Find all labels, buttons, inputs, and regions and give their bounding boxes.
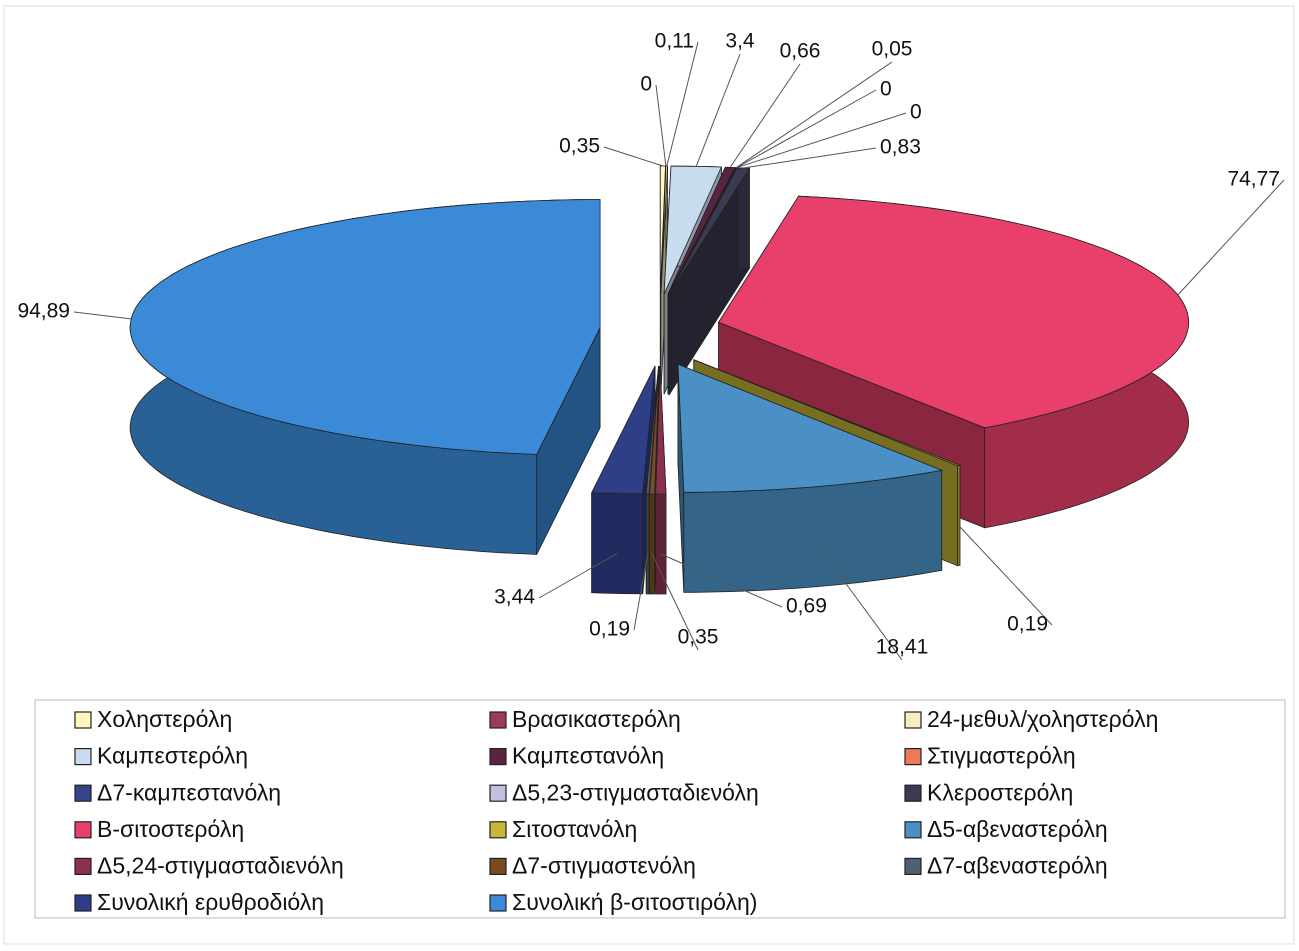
leader-line [538, 553, 618, 599]
legend-label: Δ5,23-στιγμασταδιενόλη [512, 779, 759, 805]
legend-label: Χοληστερόλη [97, 706, 232, 732]
slice-tops [129, 165, 1190, 495]
data-label: 0,11 [655, 30, 694, 53]
legend-swatch [74, 894, 92, 912]
data-label: 0,35 [678, 626, 719, 649]
leader-line [651, 553, 699, 651]
legend-swatch [489, 821, 507, 839]
leader-line [736, 112, 907, 169]
legend-label: 24-μεθυλ/χοληστερόλη [927, 706, 1158, 732]
leader-line [958, 525, 1053, 626]
data-label: 0 [880, 78, 892, 101]
pie-slice [129, 199, 601, 455]
legend-label: Δ7-στιγμαστενόλη [512, 852, 696, 878]
leader-line [603, 146, 664, 167]
legend-swatch [489, 857, 507, 876]
data-label: 0,35 [559, 135, 600, 158]
slice-wall [645, 493, 650, 595]
legend-swatch [489, 894, 507, 912]
pie-slice [645, 365, 659, 495]
leader-line [666, 41, 699, 167]
leader-line [695, 53, 741, 167]
legend-label: Καμπεστανόλη [512, 743, 664, 769]
pie-slice [649, 365, 660, 495]
leader-line [818, 546, 903, 661]
data-label: 18,41 [876, 636, 929, 659]
data-label: 94,89 [17, 300, 70, 323]
leader-line [736, 89, 877, 169]
leader-line [73, 311, 132, 320]
data-label: 0,83 [880, 136, 921, 159]
legend-swatch [74, 747, 92, 766]
legend-label: Συνολική β-σιτοστιρόλη) [512, 889, 757, 915]
legend-label: Βρασικαστερόλη [512, 706, 681, 732]
data-label: 0,19 [589, 618, 630, 641]
leader-line [633, 553, 649, 631]
legend-swatch [904, 821, 922, 839]
legend-label: Δ5-αβεναστερόλη [927, 816, 1108, 842]
pie-slice [677, 363, 944, 493]
pie-slice [693, 359, 962, 467]
leader-line [660, 553, 783, 608]
data-label: 0 [640, 73, 652, 96]
legend-swatch [74, 821, 92, 839]
legend-label: Σιτοστανόλη [512, 816, 637, 842]
legend-label: Δ5,24-στιγμασταδιενόλη [97, 852, 344, 878]
legend-swatch [489, 747, 507, 766]
legend-label: Καμπεστερόλη [97, 743, 248, 769]
slice-wall [649, 493, 656, 595]
legend-label: Κλεροστερόλη [927, 779, 1073, 805]
legend-label: Δ7-καμπεστανόλη [97, 779, 281, 805]
leader-line [655, 84, 667, 167]
legend-swatch [489, 711, 507, 729]
data-label: 0,66 [780, 40, 821, 63]
data-label: 0,19 [1007, 613, 1048, 636]
leader-line [1177, 179, 1285, 296]
legend-box [34, 699, 1286, 919]
legend-swatch [904, 784, 922, 802]
leader-line [729, 63, 801, 168]
legend-label: Συνολική ερυθροδιόλη [97, 889, 324, 915]
legend-swatch [74, 857, 92, 876]
slice-wall [957, 464, 961, 567]
data-label: 0,69 [786, 595, 827, 618]
pie-slice [655, 365, 667, 495]
leader-line [735, 61, 893, 169]
pie-slice [591, 365, 656, 495]
data-label: 3,44 [494, 586, 535, 609]
slice-wall [591, 492, 644, 595]
legend-swatch [904, 747, 922, 766]
legend-swatch [74, 711, 92, 729]
data-label: 0 [910, 101, 922, 124]
data-label: 3,4 [725, 30, 755, 53]
legend-label: Δ7-αβεναστερόλη [927, 852, 1108, 878]
leader-line [743, 147, 877, 169]
legend-label: Στιγμαστερόλη [927, 743, 1076, 769]
data-label: 74,77 [1227, 168, 1280, 191]
data-label: 0,05 [872, 38, 913, 61]
legend-swatch [904, 711, 922, 729]
legend-swatch [489, 784, 507, 802]
legend-swatch [74, 784, 92, 802]
legend-swatch [904, 857, 922, 876]
legend-label: Β-σιτοστερόλη [97, 816, 244, 842]
